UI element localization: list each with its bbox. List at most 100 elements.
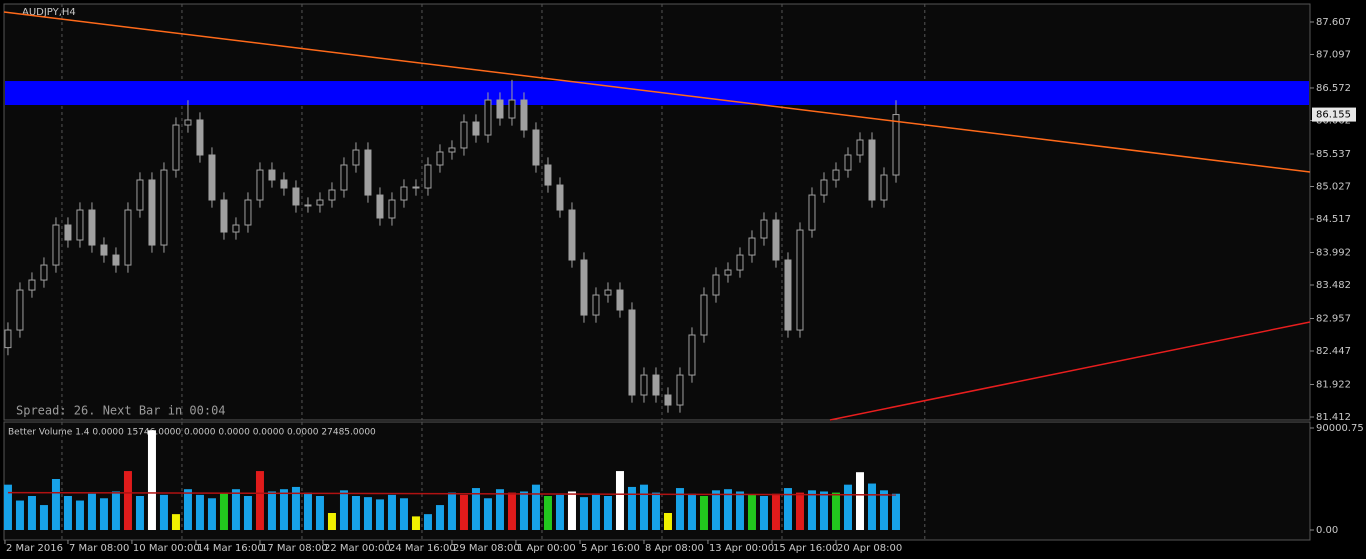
volume-bar — [435, 505, 444, 530]
y-tick-label: 86.572 — [1316, 83, 1351, 94]
candle-body — [532, 129, 540, 166]
candle-body — [892, 114, 900, 176]
trendline — [829, 321, 1311, 421]
last-price-label: 86.155 — [1316, 110, 1351, 121]
candle-body — [616, 289, 624, 311]
volume-bar — [195, 494, 204, 530]
y-tick-label: 85.537 — [1316, 149, 1351, 160]
candle-body — [208, 154, 216, 201]
candle-body — [592, 294, 600, 316]
volume-bar — [663, 513, 672, 530]
candle-body — [304, 204, 312, 207]
volume-bar — [339, 490, 348, 530]
volume-bar — [579, 497, 588, 530]
volume-bar — [99, 498, 108, 530]
candle-body — [604, 289, 612, 296]
x-tick-label: 15 Apr 16:00 — [773, 543, 838, 554]
volume-bar — [879, 490, 888, 530]
volume-bar — [3, 484, 12, 530]
candle-body — [520, 99, 528, 131]
y-tick-label: 83.992 — [1316, 247, 1351, 258]
volume-bar — [855, 472, 864, 530]
candle-body — [412, 186, 420, 189]
volume-bar — [243, 496, 252, 530]
volume-bar — [807, 490, 816, 530]
candle-body — [700, 294, 708, 336]
candle-body — [40, 264, 48, 281]
volume-bar — [819, 491, 828, 530]
last-price-box — [1312, 107, 1356, 122]
x-tick-label: 7 Mar 08:00 — [69, 543, 129, 554]
candle-body — [136, 179, 144, 211]
candle-body — [400, 186, 408, 201]
volume-bar — [711, 490, 720, 530]
candle-body — [460, 121, 468, 149]
candle-body — [748, 237, 756, 256]
candle-body — [628, 309, 636, 396]
candle-body — [256, 169, 264, 201]
volume-bar — [543, 496, 552, 530]
volume-bar — [27, 496, 36, 530]
volume-bar — [555, 494, 564, 530]
y-tick-label: 87.607 — [1316, 17, 1351, 28]
candle-body — [484, 99, 492, 136]
volume-bar — [207, 498, 216, 530]
candle-body — [316, 199, 324, 206]
volume-bar — [159, 494, 168, 530]
volume-bar — [255, 471, 264, 530]
volume-bar — [219, 492, 228, 530]
volume-bar — [687, 493, 696, 530]
candle-body — [436, 151, 444, 166]
candle-body — [100, 244, 108, 256]
volume-bar — [123, 471, 132, 530]
candle-body — [772, 219, 780, 261]
candle-body — [472, 121, 480, 136]
volume-bar — [375, 499, 384, 530]
volume-bar — [735, 491, 744, 530]
candle-body — [16, 289, 24, 331]
candle-body — [796, 229, 804, 331]
x-tick-label: 10 Mar 00:00 — [133, 543, 200, 554]
volume-bar — [651, 492, 660, 530]
volume-bar — [111, 491, 120, 530]
candle-body — [376, 194, 384, 219]
candle-body — [172, 124, 180, 171]
candle-body — [280, 179, 288, 189]
candle-body — [244, 199, 252, 226]
volume-bar — [483, 498, 492, 530]
volume-bar — [723, 489, 732, 530]
candle-body — [292, 187, 300, 206]
volume-bar — [303, 492, 312, 530]
price-panel — [3, 3, 1311, 421]
candle-body — [856, 139, 864, 156]
y-tick-label: 81.412 — [1316, 412, 1351, 423]
candle-body — [352, 149, 360, 166]
volume-bar — [699, 496, 708, 530]
candle-body — [712, 274, 720, 296]
volume-bar — [603, 496, 612, 530]
y-tick-label: 84.517 — [1316, 214, 1351, 225]
candle-body — [220, 199, 228, 233]
candle-body — [508, 99, 516, 119]
volume-bar — [507, 492, 516, 530]
volume-bar — [423, 514, 432, 530]
volume-bar — [411, 516, 420, 530]
x-tick-label: 2 Mar 2016 — [6, 543, 63, 554]
candle-body — [76, 209, 84, 241]
candle-body — [568, 209, 576, 261]
volume-bar — [627, 486, 636, 530]
candle-body — [844, 154, 852, 171]
candle-body — [424, 164, 432, 189]
candle-body — [184, 119, 192, 126]
candle-body — [340, 164, 348, 191]
candle-body — [868, 139, 876, 201]
volume-bar — [387, 494, 396, 530]
volume-bar — [51, 479, 60, 530]
volume-bar — [75, 500, 84, 530]
x-tick-label: 20 Apr 08:00 — [837, 543, 902, 554]
volume-bar — [231, 489, 240, 530]
candle-body — [28, 279, 36, 291]
x-tick-label: 22 Mar 00:00 — [324, 543, 391, 554]
volume-bar — [171, 514, 180, 530]
